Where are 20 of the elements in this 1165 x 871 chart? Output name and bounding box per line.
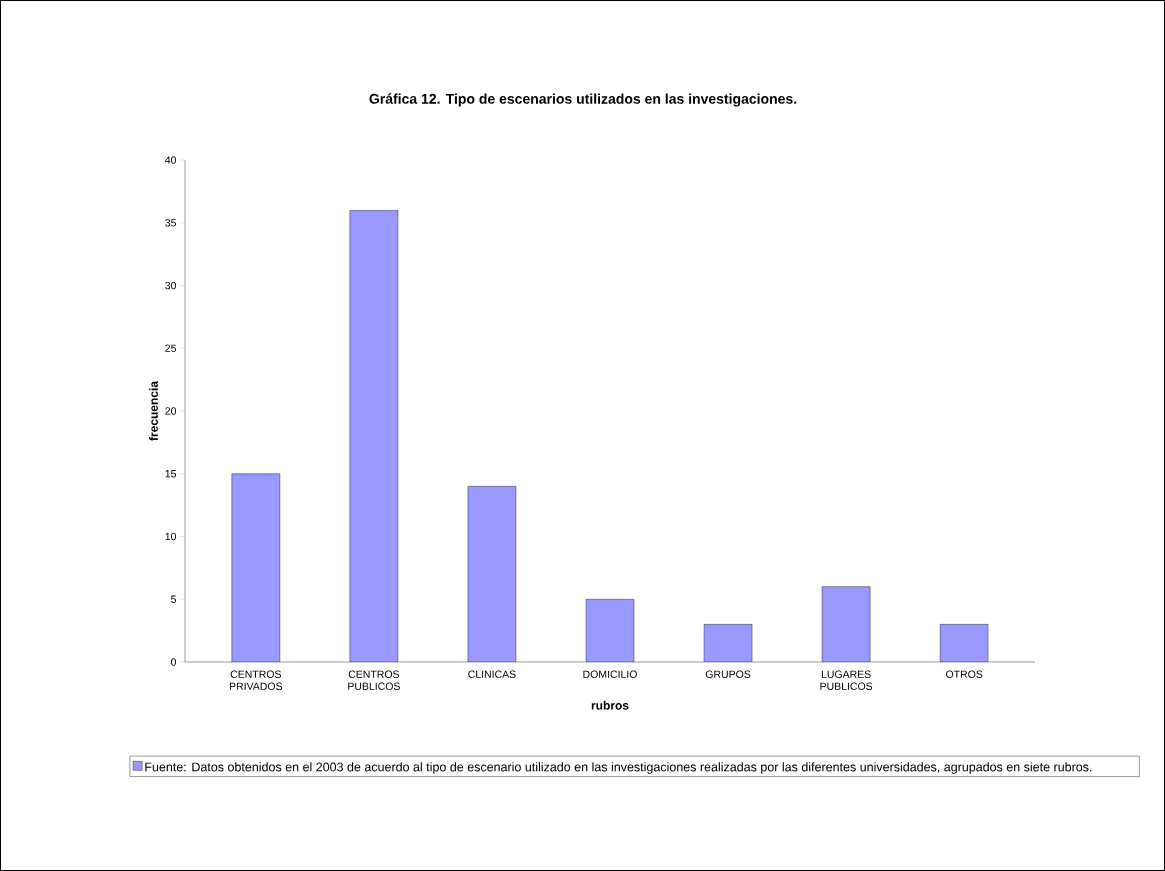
chart-title: Gráfica 12. Tipo de escenarios utilizados en las investigaciones. — [369, 93, 797, 107]
x-tick-label: OTROS — [946, 670, 983, 678]
y-tick-label: 40 — [165, 156, 177, 164]
y-tick-label: 20 — [165, 407, 177, 415]
y-tick-label: 25 — [165, 344, 177, 352]
y-tick-label: 0 — [171, 658, 177, 666]
y-tick-label: 15 — [165, 470, 177, 478]
x-axis-title: rubros — [591, 700, 629, 710]
y-tick-label: 10 — [165, 532, 177, 541]
y-tick-label: 35 — [165, 219, 177, 227]
x-tick-label: LUGARES PUBLICOS — [820, 670, 873, 690]
x-tick-label: GRUPOS — [705, 670, 751, 678]
x-tick-label: CLINICAS — [468, 670, 516, 678]
x-tick-label: CENTROS PUBLICOS — [348, 670, 400, 690]
y-tick-label: 30 — [165, 281, 177, 290]
legend-label: Fuente: Datos obtenidos en el 2003 de acuerdo al tipo de escenario utilizado en las investigaciones realizadas por las diferentes universidades, agrupados en siete rubros. — [145, 762, 1092, 774]
x-tick-label: CENTROS PRIVADOS — [229, 670, 283, 690]
y-axis-title: frecuencia — [149, 380, 158, 441]
x-tick-label: DOMICILIO — [583, 670, 637, 678]
y-tick-label: 5 — [171, 595, 177, 603]
